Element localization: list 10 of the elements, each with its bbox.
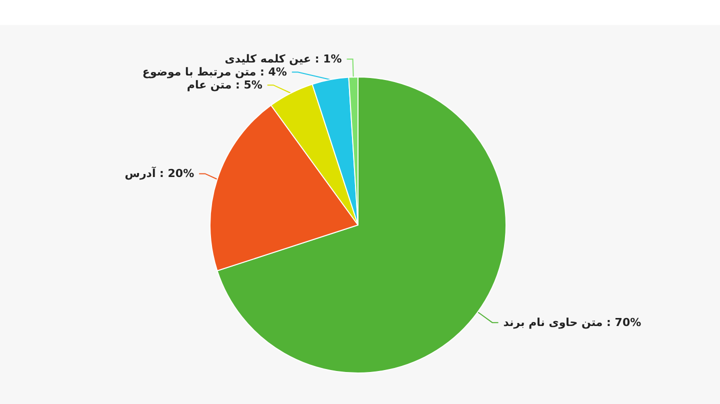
slice-label: متن مرتبط با موضوع xyxy=(142,66,256,79)
data-label: : 5% xyxy=(235,78,262,92)
slice-label: متن حاوی نام برند xyxy=(503,316,603,330)
slice-label: آدرس xyxy=(124,166,156,180)
data-label: : 20% xyxy=(160,167,194,180)
slice-label: عین کلمه کلیدی xyxy=(224,52,312,66)
data-label: : 70% xyxy=(606,316,642,330)
slice-label: متن عام xyxy=(186,78,232,92)
data-label: : 1% xyxy=(314,52,342,66)
data-label: : 4% xyxy=(260,66,287,79)
